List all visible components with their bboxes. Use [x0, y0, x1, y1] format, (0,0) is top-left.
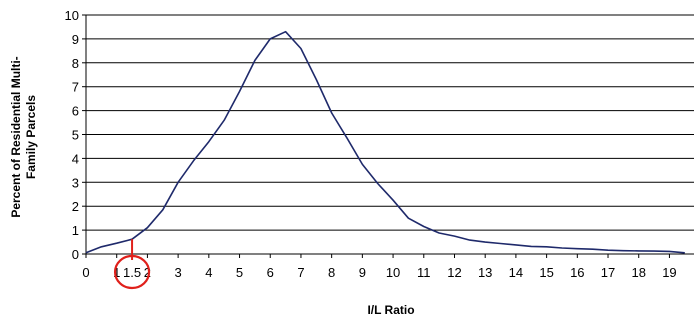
x-tick-label: 7 — [297, 265, 304, 280]
x-tick-label: 4 — [205, 265, 212, 280]
series-line-0 — [85, 30, 685, 254]
x-tick-label: 18 — [631, 265, 645, 280]
x-tick-label: 16 — [570, 265, 584, 280]
y-tick-label: 0 — [72, 247, 79, 262]
x-tick-label: 8 — [328, 265, 335, 280]
y-tick-label: 5 — [72, 128, 79, 143]
y-tick-label: 9 — [72, 32, 79, 47]
x-tick-label: 6 — [267, 265, 274, 280]
y-tick-label: 1 — [72, 223, 79, 238]
series-group — [85, 30, 685, 254]
y-tick-label: 7 — [72, 80, 79, 95]
y-tick-label: 4 — [72, 151, 79, 166]
x-tick-label: 19 — [662, 265, 676, 280]
y-tick-label: 2 — [72, 199, 79, 214]
y-axis-title-line-1: Percent of Residential Multi- — [9, 56, 23, 217]
x-tick-label: 10 — [386, 265, 400, 280]
x-tick-label: 2 — [144, 265, 151, 280]
x-tick-label: 1 — [113, 265, 120, 280]
y-tick-label: 3 — [72, 175, 79, 190]
x-tick-label: 13 — [478, 265, 492, 280]
highlight-annotation — [113, 239, 151, 290]
y-tick-labels: 0 1 2 3 4 5 6 7 8 9 10 — [65, 8, 86, 262]
y-axis-title-line-2: Family Parcels — [24, 95, 38, 179]
x-tick-label: 3 — [175, 265, 182, 280]
y-tick-label: 8 — [72, 56, 79, 71]
y-axis-title: Percent of Residential Multi- Family Par… — [9, 56, 38, 217]
x-tick-label: 14 — [509, 265, 523, 280]
x-tick-label: 11 — [417, 265, 431, 280]
y-tick-label: 10 — [65, 8, 79, 23]
x-tick-label: 9 — [359, 265, 366, 280]
gridlines — [86, 14, 694, 231]
y-tick-label: 6 — [72, 104, 79, 119]
x-tick-label: 0 — [82, 265, 89, 280]
x-tick-labels: 0 1 1.5 2 3 4 5 6 7 8 9 10 11 12 13 14 15 16 17 18 19 — [82, 254, 677, 280]
x-tick-label: 17 — [601, 265, 615, 280]
x-tick-label: 1.5 — [123, 265, 141, 280]
x-tick-label: 5 — [236, 265, 243, 280]
highlight-circle — [113, 254, 151, 290]
x-tick-label: 15 — [539, 265, 553, 280]
x-tick-label: 12 — [447, 265, 461, 280]
x-axis-title: I/L Ratio — [367, 303, 414, 317]
